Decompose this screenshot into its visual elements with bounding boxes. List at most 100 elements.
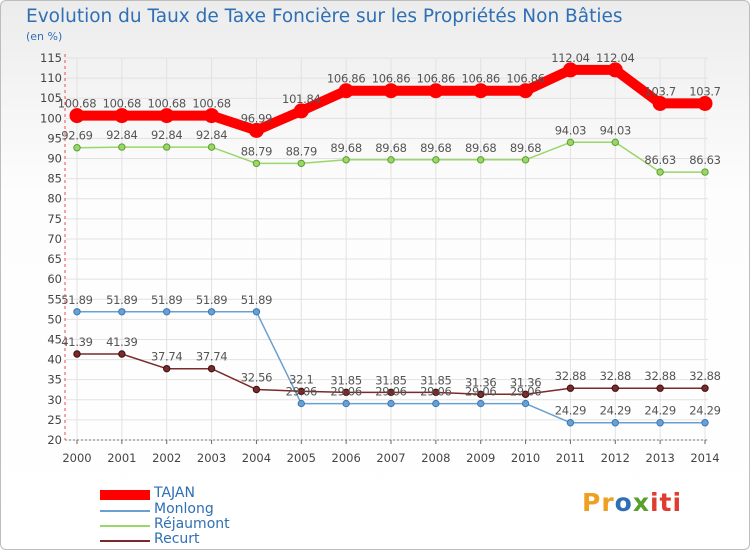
data-point <box>297 387 305 396</box>
data-label: 29.06 <box>286 385 317 399</box>
data-label: 37.74 <box>196 350 227 364</box>
data-label: 32.1 <box>289 372 313 386</box>
y-tick-label: 115 <box>40 51 62 65</box>
x-tick-label: 2010 <box>511 451 540 465</box>
data-point <box>566 419 575 427</box>
data-label: 31.85 <box>330 373 361 387</box>
data-point <box>611 138 619 147</box>
x-tick-label: 2004 <box>242 451 271 465</box>
legend-swatch <box>100 540 150 542</box>
data-point <box>387 399 395 408</box>
data-label: 112.04 <box>551 51 589 65</box>
data-label: 32.56 <box>241 370 272 384</box>
data-label: 24.29 <box>689 404 720 418</box>
data-point <box>252 159 261 168</box>
data-point <box>566 138 575 147</box>
y-tick-label: 65 <box>47 252 62 266</box>
y-tick-label: 35 <box>47 373 62 387</box>
data-label: 51.89 <box>151 293 182 307</box>
legend-label: Monlong <box>154 501 214 517</box>
x-tick-label: 2014 <box>690 451 719 465</box>
data-point <box>207 308 216 316</box>
data-label: 86.63 <box>689 153 720 167</box>
data-point <box>204 108 220 124</box>
data-point <box>383 83 399 99</box>
x-tick-label: 2012 <box>601 451 630 465</box>
data-point <box>163 364 171 373</box>
y-unit-label: (en %) <box>26 30 63 43</box>
x-tick-label: 2000 <box>62 451 91 465</box>
data-label: 103.7 <box>689 84 720 98</box>
data-label: 88.79 <box>286 144 317 158</box>
data-point <box>338 83 354 99</box>
data-point <box>521 156 530 164</box>
legend-label: Réjaumont <box>154 516 230 532</box>
y-tick-label: 85 <box>47 172 62 186</box>
data-point <box>163 143 171 151</box>
legend-swatch <box>100 490 150 500</box>
data-point <box>73 144 81 152</box>
data-point <box>118 350 126 358</box>
data-label: 89.68 <box>330 141 361 155</box>
y-tick-label: 95 <box>47 131 62 145</box>
data-point <box>163 308 171 316</box>
data-label: 100.68 <box>147 97 185 111</box>
data-point <box>297 399 305 408</box>
data-point <box>701 384 709 392</box>
data-point <box>611 419 619 427</box>
data-label: 106.86 <box>461 72 499 86</box>
data-label: 103.7 <box>644 84 675 98</box>
data-point <box>611 384 619 392</box>
x-tick-label: 2013 <box>646 451 675 465</box>
y-tick-label: 105 <box>40 91 62 105</box>
data-label: 94.03 <box>555 123 586 137</box>
data-point <box>73 350 81 358</box>
data-label: 51.89 <box>61 293 92 307</box>
data-label: 94.03 <box>600 123 631 137</box>
data-point <box>518 83 534 99</box>
y-tick-label: 45 <box>47 332 62 346</box>
data-point <box>342 399 350 408</box>
data-label: 41.39 <box>61 335 92 349</box>
data-label: 31.85 <box>375 373 406 387</box>
data-label: 31.36 <box>465 375 496 389</box>
data-point <box>521 399 530 408</box>
data-point <box>607 62 623 78</box>
data-point <box>387 388 395 397</box>
data-point <box>656 168 664 176</box>
data-label: 51.89 <box>196 293 227 307</box>
data-point <box>114 108 130 124</box>
data-point <box>248 122 264 138</box>
y-tick-label: 30 <box>47 393 62 407</box>
data-label: 24.29 <box>600 404 631 418</box>
data-label: 101.84 <box>282 92 320 106</box>
data-label: 32.88 <box>600 369 631 383</box>
data-point <box>432 388 440 397</box>
data-point <box>656 384 664 392</box>
data-point <box>207 143 216 151</box>
x-tick-label: 2008 <box>421 451 450 465</box>
data-label: 31.36 <box>510 375 541 389</box>
data-label: 92.69 <box>61 129 92 143</box>
legend-swatch <box>100 510 150 512</box>
y-tick-label: 50 <box>47 312 62 326</box>
x-tick-label: 2011 <box>556 451 585 465</box>
data-point <box>656 419 664 427</box>
data-label: 106.86 <box>417 72 455 86</box>
data-point <box>701 419 709 427</box>
data-label: 29.06 <box>330 385 361 399</box>
data-label: 92.84 <box>196 128 227 142</box>
y-tick-label: 20 <box>47 433 62 447</box>
data-point <box>118 143 126 151</box>
data-label: 86.63 <box>644 153 675 167</box>
data-label: 89.68 <box>465 141 496 155</box>
data-label: 100.68 <box>58 97 96 111</box>
data-label: 24.29 <box>555 404 586 418</box>
data-label: 29.06 <box>510 385 541 399</box>
legend-swatch <box>100 525 150 527</box>
data-point <box>432 156 440 164</box>
data-label: 89.68 <box>375 141 406 155</box>
y-tick-label: 55 <box>47 292 62 306</box>
data-label: 106.86 <box>506 72 544 86</box>
data-point <box>432 399 440 408</box>
